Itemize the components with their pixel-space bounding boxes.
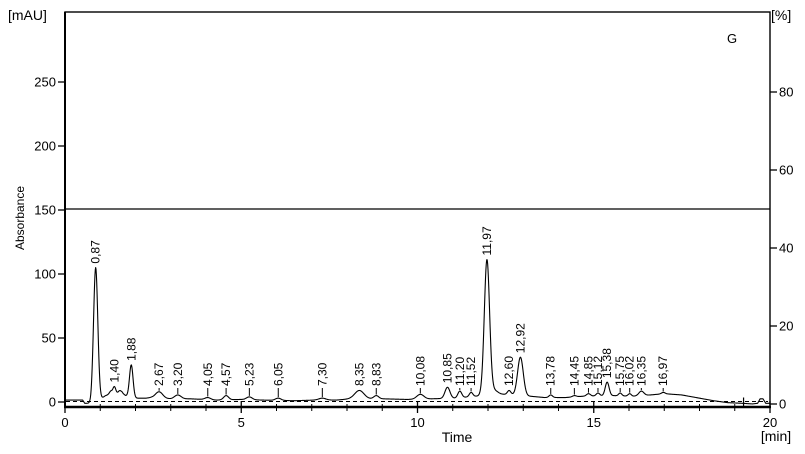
right-axis-tick-label: 60 [779, 163, 793, 178]
right-axis-tick-label: 80 [779, 85, 793, 100]
peak-retention-time-label: 6,05 [271, 362, 285, 386]
peak-retention-time-label: 16,35 [634, 356, 648, 386]
x-axis-tick-label: 0 [61, 415, 68, 430]
peak-retention-time-label: 2,67 [152, 362, 166, 386]
peak-retention-time-label: 8,83 [369, 362, 383, 386]
x-axis-unit-label: [min] [761, 428, 791, 444]
right-axis-tick-label: 0 [779, 397, 786, 412]
peak-retention-time-label: 1,88 [124, 337, 138, 361]
peak-retention-time-label: 11,52 [464, 357, 478, 386]
peak-retention-time-label: 15,12 [591, 356, 605, 386]
right-axis-tick-label: 40 [779, 241, 793, 256]
peak-retention-time-label: 14,45 [567, 356, 581, 386]
peak-retention-time-label: 12,60 [502, 356, 516, 386]
peak-retention-time-label: 15,75 [613, 356, 627, 386]
peak-retention-time-label: 11,20 [453, 357, 467, 386]
peak-retention-time-label: 14,85 [581, 356, 595, 386]
peak-retention-time-label: 16,02 [623, 356, 637, 386]
peak-retention-time-label: 4,05 [201, 362, 215, 386]
peak-retention-time-label: 4,57 [219, 362, 233, 386]
left-axis-tick-label: 50 [42, 331, 56, 346]
left-axis-tick-label: 0 [49, 395, 56, 410]
peak-retention-time-label: 16,97 [656, 356, 670, 386]
x-axis-tick-label: 15 [587, 415, 601, 430]
left-axis-tick-label: 200 [34, 139, 56, 154]
peak-retention-time-label: 12,92 [513, 323, 527, 353]
chromatogram-trace [64, 258, 771, 405]
peak-retention-time-label: 7,30 [315, 362, 329, 386]
right-axis-tick-label: 20 [779, 319, 793, 334]
peak-retention-time-label: 5,23 [242, 362, 256, 386]
left-axis-tick-label: 150 [34, 203, 56, 218]
peak-retention-time-label: 10,85 [440, 353, 454, 383]
left-axis-tick-label: 250 [34, 75, 56, 90]
x-axis-tick-label: 5 [238, 415, 245, 430]
peak-retention-time-label: 3,20 [171, 362, 185, 386]
left-axis-unit-label: [mAU] [8, 7, 47, 23]
peak-retention-time-label: 13,78 [544, 356, 558, 386]
x-axis-tick-label: 10 [410, 415, 424, 430]
peak-retention-time-label: 10,08 [413, 356, 427, 386]
peak-retention-time-label: 8,35 [352, 362, 366, 386]
peak-retention-time-label: 11,97 [480, 226, 494, 255]
x-axis-title: Time [442, 429, 473, 445]
peak-retention-time-label: 15,38 [600, 348, 614, 378]
peak-retention-time-label: 0,87 [89, 240, 103, 264]
peak-retention-time-label: 1,40 [107, 359, 121, 383]
x-axis-tick-label: 20 [763, 415, 777, 430]
right-axis-unit-label: [%] [771, 7, 791, 23]
y-axis-title: Absorbance [13, 186, 27, 250]
left-axis-tick-label: 100 [34, 267, 56, 282]
series-annotation: G [727, 31, 737, 46]
